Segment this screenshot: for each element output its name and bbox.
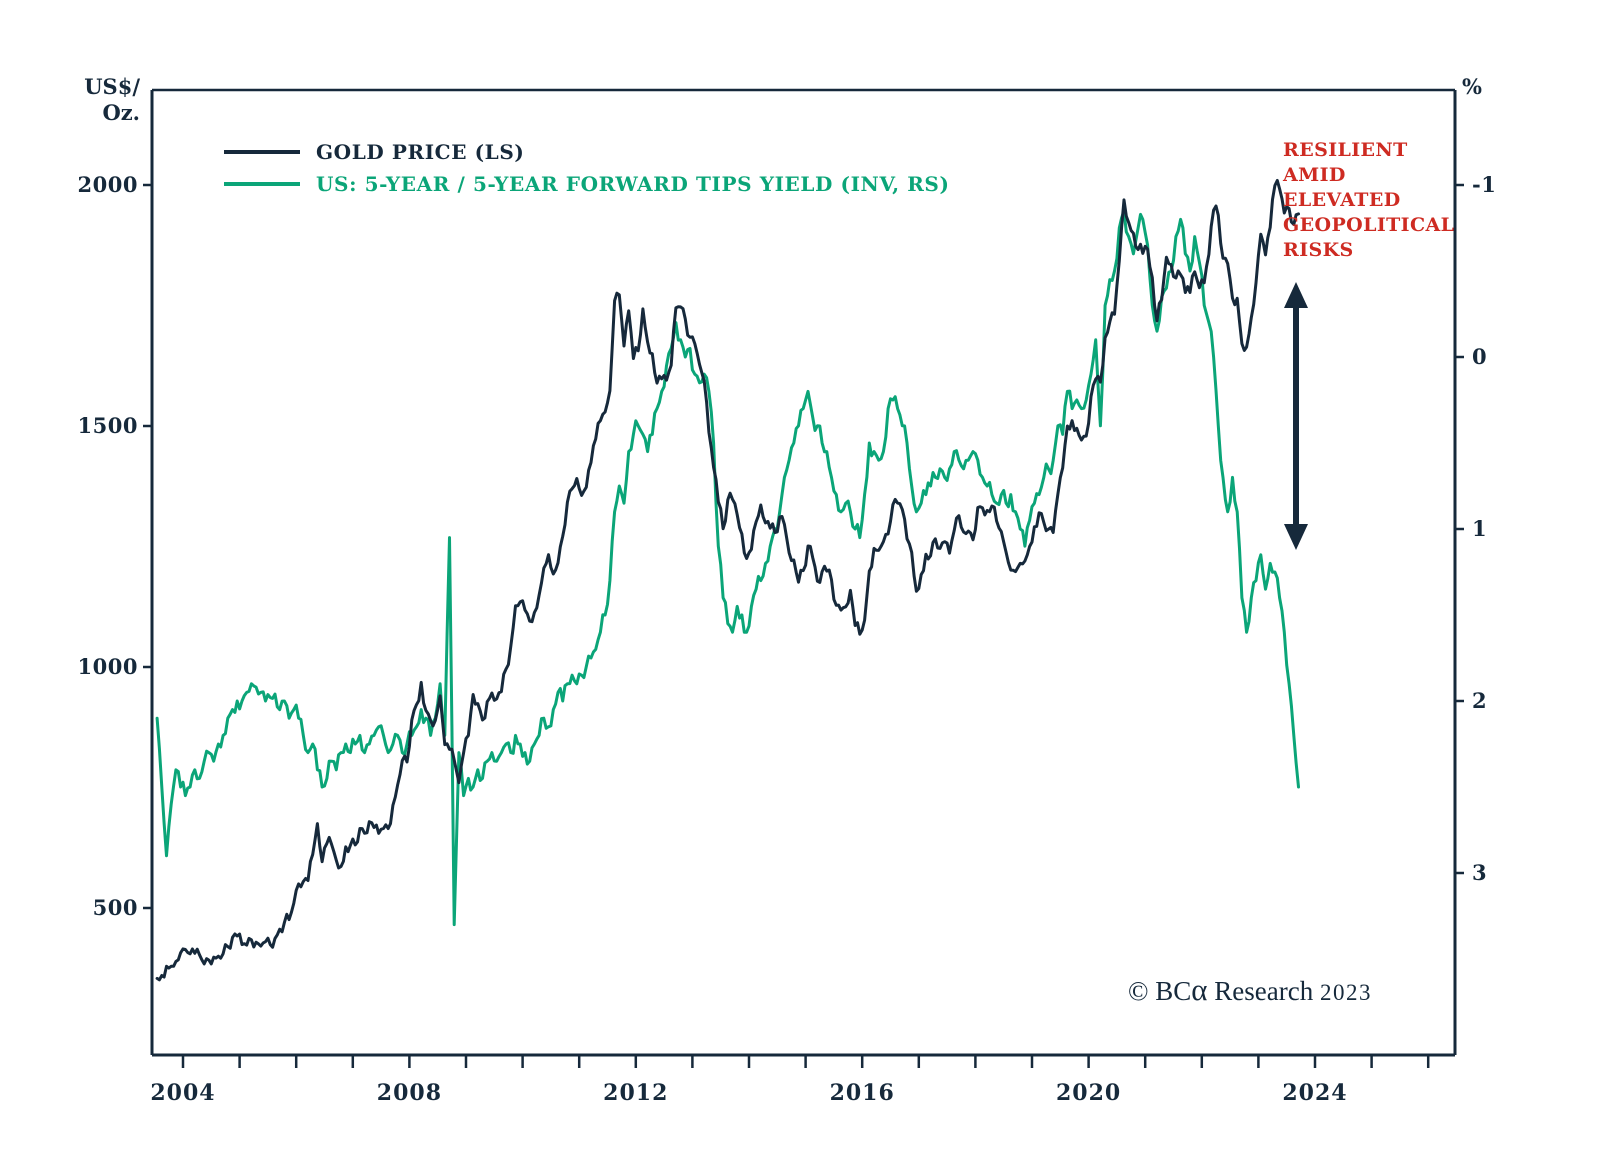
axes [143,88,1464,1068]
copyright-prefix: © BC [1128,976,1192,1006]
legend: GOLD PRICE (LS) US: 5-YEAR / 5-YEAR FORW… [224,136,950,200]
annotation-line: RISKS [1283,239,1354,261]
arrow-head-up [1284,282,1308,308]
annotation-line: GEOPOLITICAL [1283,214,1455,236]
left-axis-tick-label: 1500 [77,413,138,438]
left-axis-tick-label: 1000 [77,654,138,679]
left-axis-unit-line1: US$/ [84,74,140,99]
right-axis-tick-label: 3 [1472,860,1488,885]
copyright-year: 2023 [1319,980,1372,1005]
right-axis-tick-label: 1 [1472,516,1488,541]
legend-label-tips: US: 5-YEAR / 5-YEAR FORWARD TIPS YIELD (… [316,172,950,196]
right-axis-unit: % [1462,74,1482,99]
tips-line-swatch-icon [224,182,300,186]
right-axis-tick-label: 0 [1472,344,1488,369]
tips-yield-line [155,209,1300,927]
arrow-shaft [1293,302,1299,530]
annotation-resilient-risks: RESILIENT AMID ELEVATED GEOPOLITICAL RIS… [1283,138,1454,263]
x-axis-tick-label: 2012 [603,1080,669,1106]
x-axis-tick-label: 2004 [150,1080,216,1106]
bca-alpha-logo: α [1191,972,1208,1007]
right-axis-tick-label: 2 [1472,688,1488,713]
left-axis-tick-label: 2000 [77,172,138,197]
left-axis-unit: US$/ Oz. [56,74,140,126]
legend-item-gold: GOLD PRICE (LS) [224,136,950,168]
legend-label-gold: GOLD PRICE (LS) [316,140,525,164]
x-axis-tick-label: 2024 [1282,1080,1348,1106]
x-axis-tick-label: 2020 [1055,1080,1122,1106]
left-axis-unit-line2: Oz. [102,100,140,125]
x-axis-tick-label: 2016 [829,1080,895,1106]
double-arrow-icon [1284,282,1308,550]
legend-item-tips: US: 5-YEAR / 5-YEAR FORWARD TIPS YIELD (… [224,168,950,200]
annotation-line: RESILIENT [1283,139,1408,161]
annotation-line: ELEVATED [1283,189,1401,211]
copyright: © BCα Research 2023 [1128,972,1372,1008]
right-axis-tick-label: -1 [1472,172,1497,197]
arrow-head-down [1284,524,1308,550]
x-axis-tick-label: 2008 [376,1080,442,1106]
copyright-mid: Research [1207,976,1320,1006]
gold-line-swatch-icon [224,150,300,154]
gold-price-line [155,179,1300,982]
left-axis-tick-label: 500 [92,895,138,920]
annotation-line: AMID [1283,164,1346,186]
